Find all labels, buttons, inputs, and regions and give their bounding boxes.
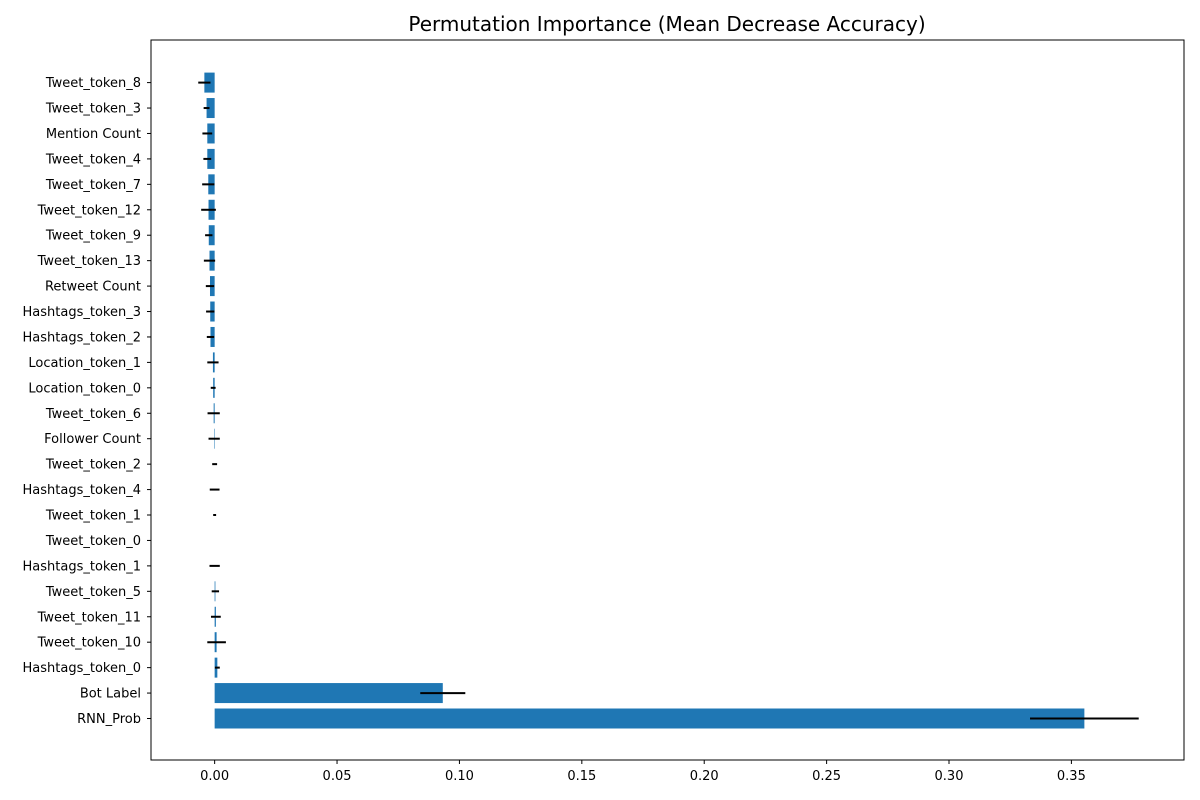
chart-title: Permutation Importance (Mean Decrease Ac…	[408, 12, 925, 36]
y-tick-label-25: RNN_Prob	[77, 712, 141, 727]
x-tick-label-1: 0.05	[323, 769, 352, 784]
y-tick-label-1: Tweet_token_3	[45, 102, 141, 117]
y-tick-label-17: Tweet_token_1	[45, 509, 141, 524]
x-tick-label-4: 0.20	[690, 769, 719, 784]
y-tick-label-4: Tweet_token_7	[45, 178, 141, 193]
y-tick-label-10: Hashtags_token_2	[23, 330, 141, 345]
y-tick-label-5: Tweet_token_12	[37, 203, 141, 218]
x-axis-ticks: 0.00 0.05 0.10 0.15 0.20 0.25 0.30 0.35	[200, 760, 1086, 784]
y-tick-label-18: Tweet_token_0	[45, 534, 141, 549]
error-bars-group	[198, 81, 1139, 720]
y-tick-label-6: Tweet_token_9	[45, 229, 141, 244]
x-tick-label-6: 0.30	[935, 769, 964, 784]
y-tick-label-9: Hashtags_token_3	[23, 305, 141, 320]
x-tick-label-0: 0.00	[200, 769, 229, 784]
y-tick-label-3: Tweet_token_4	[45, 152, 141, 167]
x-tick-label-3: 0.15	[567, 769, 596, 784]
y-tick-label-14: Follower Count	[44, 432, 141, 447]
y-tick-label-2: Mention Count	[46, 127, 141, 142]
y-tick-label-7: Tweet_token_13	[37, 254, 141, 269]
y-tick-label-22: Tweet_token_10	[37, 636, 141, 651]
y-tick-label-19: Hashtags_token_1	[23, 559, 141, 574]
y-tick-label-12: Location_token_0	[28, 381, 141, 396]
bar-25	[214, 708, 1085, 729]
y-tick-label-20: Tweet_token_5	[45, 585, 141, 600]
x-tick-label-7: 0.35	[1057, 769, 1086, 784]
y-tick-label-24: Bot Label	[80, 687, 141, 702]
plot-area-frame	[150, 39, 1185, 761]
y-tick-label-16: Hashtags_token_4	[23, 483, 141, 498]
y-tick-label-8: Retweet Count	[45, 280, 141, 295]
x-tick-label-5: 0.25	[812, 769, 841, 784]
y-tick-label-15: Tweet_token_2	[45, 458, 141, 473]
y-axis-ticks: Tweet_token_8 Tweet_token_3 Mention Count T…	[23, 76, 151, 727]
y-tick-label-13: Tweet_token_6	[45, 407, 141, 422]
y-tick-label-21: Tweet_token_11	[37, 610, 141, 625]
y-tick-label-11: Location_token_1	[28, 356, 141, 371]
y-tick-label-23: Hashtags_token_0	[23, 661, 141, 676]
bar-24	[214, 683, 443, 704]
x-tick-label-2: 0.10	[445, 769, 474, 784]
y-tick-label-0: Tweet_token_8	[45, 76, 141, 91]
bars-group	[204, 72, 1085, 729]
bar-1	[206, 98, 215, 119]
